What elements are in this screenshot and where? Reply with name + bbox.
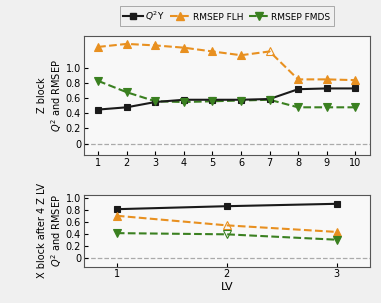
X-axis label: LV: LV [220,282,233,292]
Y-axis label: X block after 4 Z LV
$Q^2$ and RMSEP: X block after 4 Z LV $Q^2$ and RMSEP [37,183,64,278]
Legend: $Q^2$Y, RMSEP FLH, RMSEP FMDS: $Q^2$Y, RMSEP FLH, RMSEP FMDS [120,6,334,26]
Y-axis label: Z block
$Q^2$ and RMSEP: Z block $Q^2$ and RMSEP [37,59,64,132]
